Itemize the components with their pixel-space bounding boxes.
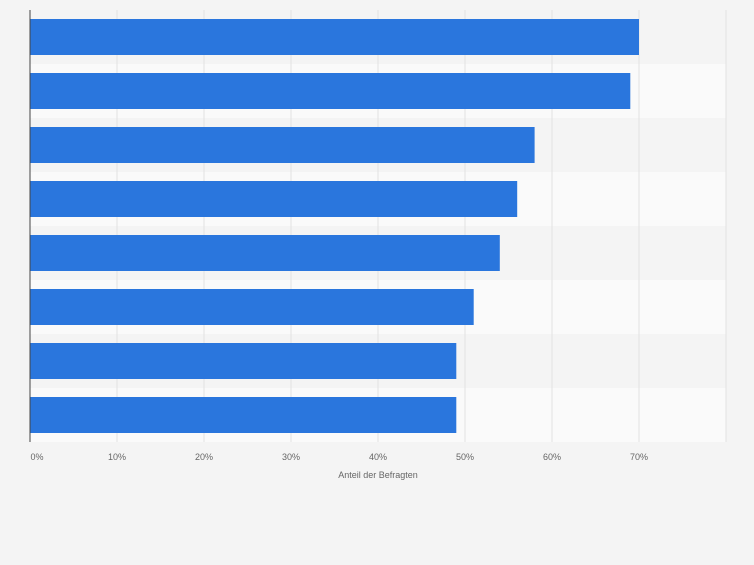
- bar: [30, 397, 457, 433]
- bar: [30, 289, 474, 325]
- bar: [30, 19, 639, 55]
- bar: [30, 343, 457, 379]
- x-tick-label: 50%: [456, 452, 474, 462]
- x-tick-label: 70%: [630, 452, 648, 462]
- x-tick-label: 60%: [543, 452, 561, 462]
- bar: [30, 73, 631, 109]
- x-tick-label: 10%: [108, 452, 126, 462]
- x-tick-label: 30%: [282, 452, 300, 462]
- x-tick-labels: 0% 10% 20% 30% 40% 50% 60% 70%: [30, 452, 648, 462]
- x-tick-label: 40%: [369, 452, 387, 462]
- bars: [30, 19, 639, 433]
- x-tick-label: 20%: [195, 452, 213, 462]
- x-axis-label: Anteil der Befragten: [338, 470, 418, 480]
- bar: [30, 235, 500, 271]
- bar: [30, 181, 518, 217]
- x-tick-label: 0%: [30, 452, 43, 462]
- bar: [30, 127, 535, 163]
